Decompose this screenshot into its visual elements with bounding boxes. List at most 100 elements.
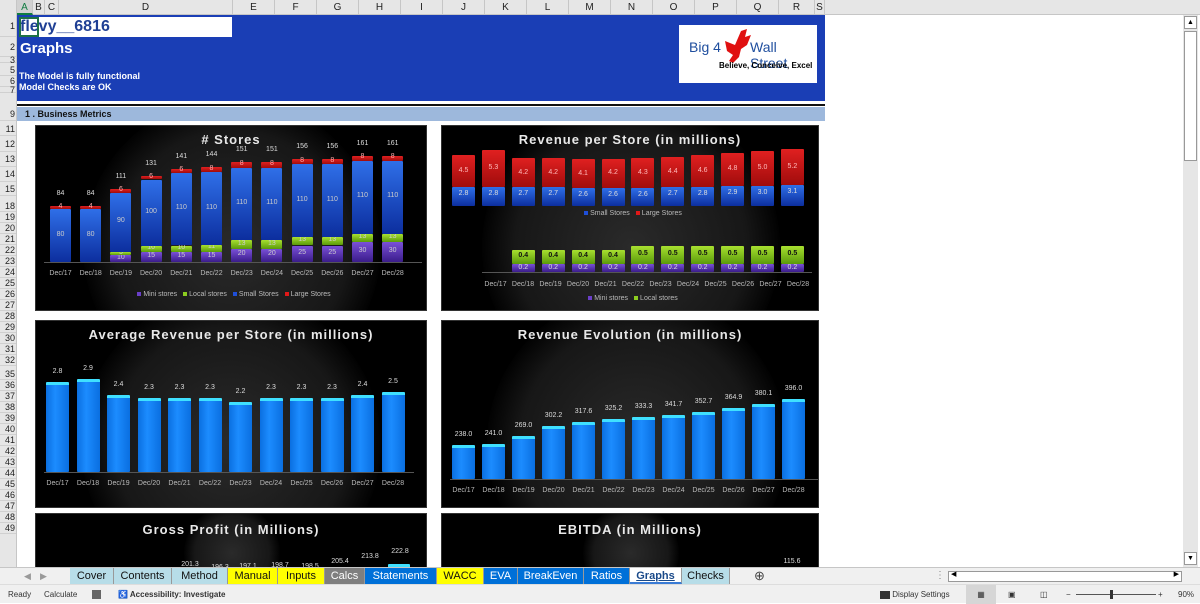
row-header-44[interactable]: 44 [0, 468, 16, 479]
bar-segment-large-stores[interactable] [751, 150, 774, 186]
bar-segment-small-stores[interactable] [452, 186, 475, 206]
bar-segment-local-stores[interactable] [352, 233, 373, 243]
chart-average-revenue-per-store[interactable]: Average Revenue per Store (in millions) 2… [35, 320, 427, 508]
bar-segment-local-stores[interactable] [170, 245, 192, 253]
bar-segment-small-stores[interactable] [780, 185, 804, 206]
bar-segment-small-stores[interactable] [601, 188, 625, 206]
cell-a1[interactable]: flevy__6816 [19, 17, 232, 37]
zoom-out-button[interactable]: − [1066, 590, 1071, 599]
scroll-up-button[interactable]: ▲ [1184, 16, 1197, 29]
bar-segment-local-stores[interactable] [780, 246, 804, 264]
bar[interactable] [452, 444, 475, 479]
row-header-7[interactable]: 7 [0, 86, 16, 95]
bar[interactable] [752, 403, 775, 479]
sheet-tab-method[interactable]: Method [172, 568, 228, 584]
sheet-tab-graphs[interactable]: Graphs [630, 568, 682, 584]
sheet-tab-inputs[interactable]: Inputs [278, 568, 325, 584]
bar[interactable] [46, 382, 69, 472]
tab-split-handle[interactable]: ⋮ [935, 570, 945, 581]
zoom-slider[interactable] [1076, 594, 1156, 595]
bar-segment-local-stores[interactable] [291, 236, 313, 246]
row-header-5[interactable]: 5 [0, 65, 16, 76]
bar[interactable] [137, 398, 161, 472]
row-header-29[interactable]: 29 [0, 322, 16, 333]
bar-segment-large-stores[interactable] [601, 158, 625, 188]
sheet-tab-statements[interactable]: Statements [365, 568, 437, 584]
sheet-tab-manual[interactable]: Manual [228, 568, 278, 584]
row-header-12[interactable]: 12 [0, 136, 16, 152]
zoom-slider-thumb[interactable] [1110, 590, 1113, 599]
row-header-26[interactable]: 26 [0, 289, 16, 300]
bar-segment-large-stores[interactable] [201, 166, 222, 173]
column-header-H[interactable]: H [359, 0, 401, 15]
bar-segment-mini-stores[interactable] [170, 252, 192, 262]
bar-segment-small-stores[interactable] [291, 164, 313, 237]
bar-segment-local-stores[interactable] [601, 249, 625, 264]
bar-segment-mini-stores[interactable] [201, 252, 222, 262]
vertical-scrollbar[interactable]: ▲ ▼ [1183, 15, 1198, 567]
accessibility-button[interactable]: ♿ Accessibility: Investigate [118, 585, 225, 604]
column-header-P[interactable]: P [695, 0, 737, 15]
column-header-K[interactable]: K [485, 0, 527, 15]
bar-segment-large-stores[interactable] [780, 148, 804, 185]
bar-segment-small-stores[interactable] [140, 179, 162, 246]
bar-segment-small-stores[interactable] [661, 187, 685, 206]
bar-segment-small-stores[interactable] [631, 188, 655, 206]
column-header-R[interactable]: R [779, 0, 815, 15]
bar[interactable] [722, 407, 745, 479]
bar-segment-mini-stores[interactable] [140, 252, 162, 262]
row-header-41[interactable]: 41 [0, 435, 16, 446]
row-header-46[interactable]: 46 [0, 490, 16, 501]
column-header-S[interactable]: S [815, 0, 825, 15]
bar-segment-local-stores[interactable] [691, 246, 715, 264]
row-header-35[interactable]: 35 [0, 369, 16, 380]
bar[interactable] [602, 419, 625, 479]
bar-segment-local-stores[interactable] [110, 252, 132, 256]
bar-segment-large-stores[interactable] [321, 159, 343, 165]
bar-segment-local-stores[interactable] [261, 240, 283, 249]
select-all-corner[interactable] [0, 0, 17, 15]
bar-segment-small-stores[interactable] [50, 209, 71, 262]
column-header-D[interactable]: D [59, 0, 233, 15]
row-header-42[interactable]: 42 [0, 446, 16, 457]
bar-segment-small-stores[interactable] [481, 186, 505, 206]
row-header-3[interactable]: 3 [0, 56, 16, 65]
bar-segment-small-stores[interactable] [170, 172, 192, 246]
row-header-23[interactable]: 23 [0, 256, 16, 267]
column-header-M[interactable]: M [569, 0, 611, 15]
row-header-13[interactable]: 13 [0, 152, 16, 167]
column-header-B[interactable]: B [33, 0, 45, 15]
bar-segment-small-stores[interactable] [382, 161, 404, 234]
bar[interactable] [572, 421, 595, 479]
chart-revenue-per-store[interactable]: Revenue per Store (in millions) 2.8 4.5 2.8… [441, 125, 819, 311]
row-header-2[interactable]: 2 [0, 37, 16, 57]
row-header-15[interactable]: 15 [0, 182, 16, 196]
bar-segment-large-stores[interactable] [291, 159, 313, 165]
bar[interactable] [168, 398, 191, 472]
sheet-tab-calcs[interactable]: Calcs [325, 568, 365, 584]
bar-segment-mini-stores[interactable] [601, 264, 625, 272]
bar-segment-large-stores[interactable] [80, 206, 102, 210]
bar-segment-large-stores[interactable] [352, 155, 373, 161]
bar-segment-local-stores[interactable] [541, 249, 565, 264]
bar[interactable] [542, 426, 565, 479]
bar-segment-mini-stores[interactable] [231, 248, 253, 262]
next-sheet-button[interactable]: ▶ [40, 571, 47, 581]
bar-segment-small-stores[interactable] [751, 185, 774, 206]
row-header-47[interactable]: 47 [0, 501, 16, 512]
row-header-9[interactable]: 9 [0, 107, 16, 121]
bar-segment-local-stores[interactable] [511, 249, 535, 264]
column-header-A[interactable]: A [17, 0, 33, 15]
bar-segment-small-stores[interactable] [571, 188, 595, 206]
row-header-14[interactable]: 14 [0, 167, 16, 182]
bar-segment-small-stores[interactable] [231, 167, 253, 241]
bar[interactable] [482, 443, 505, 479]
bar-segment-small-stores[interactable] [352, 161, 373, 234]
bar-segment-large-stores[interactable] [452, 155, 475, 187]
bar[interactable] [512, 435, 535, 479]
column-header-N[interactable]: N [611, 0, 653, 15]
calculate-button[interactable]: Calculate [44, 590, 78, 599]
bar-segment-mini-stores[interactable] [110, 255, 132, 262]
sheet-tab-eva[interactable]: EVA [484, 568, 518, 584]
